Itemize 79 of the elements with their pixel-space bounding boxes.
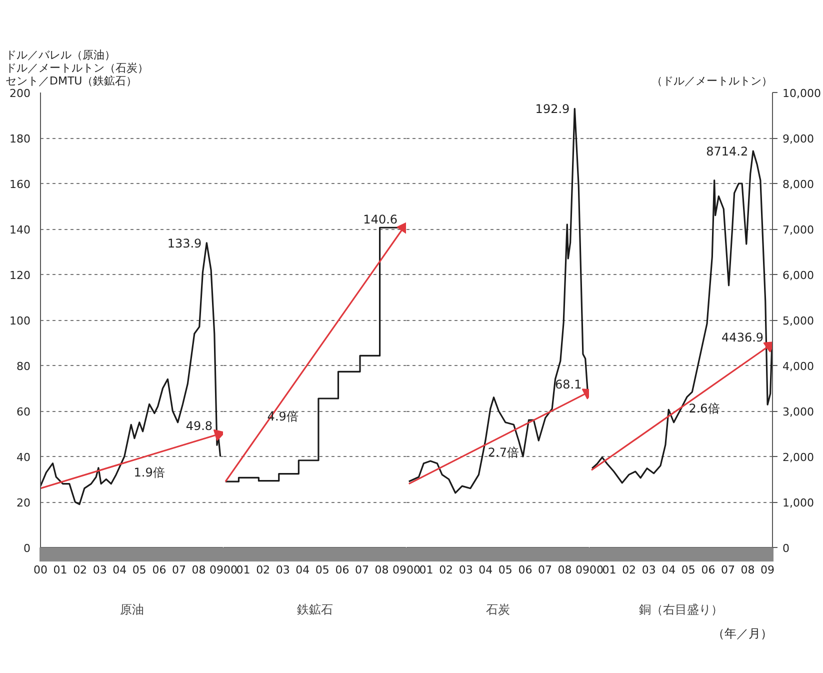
- x-tick-label: 08: [374, 564, 389, 576]
- x-tick-label: 03: [92, 564, 107, 576]
- x-tick-label: 03: [642, 564, 656, 576]
- x-tick-label: 02: [439, 564, 454, 576]
- x-tick-label: 04: [112, 564, 127, 576]
- x-tick-label: 01: [53, 564, 68, 576]
- x-tick-label: 09: [576, 564, 590, 576]
- annotation: 49.8: [186, 419, 213, 434]
- x-tick-label: 05: [315, 564, 330, 576]
- annotation: 68.1: [555, 378, 582, 392]
- x-tick-label: 09: [392, 564, 407, 576]
- x-axis-title: 鉄鉱石: [297, 602, 333, 616]
- y-tick-label: 3,000: [782, 406, 814, 418]
- x-tick-label: 02: [73, 564, 88, 576]
- x-tick-label: 00: [224, 564, 238, 576]
- x-tick-label: 00: [590, 564, 604, 576]
- x-tick-label: 02: [622, 564, 636, 576]
- annotation: 133.9: [167, 236, 202, 250]
- y-tick-label: 20: [16, 496, 31, 510]
- x-tick-label: 09: [210, 564, 224, 576]
- x-tick-label: 08: [192, 564, 206, 576]
- y-tick-label: 1,000: [782, 496, 814, 510]
- x-tick-label: 02: [256, 564, 270, 576]
- y-tick-label: 8,000: [782, 178, 814, 191]
- y-tick-label: 4,000: [782, 360, 814, 373]
- y-tick-label: 160: [10, 178, 31, 191]
- x-tick-label: 05: [681, 564, 696, 576]
- x-tick-label: 07: [172, 564, 186, 576]
- y-tick-label: 7,000: [782, 224, 814, 236]
- y-tick-label: 2,000: [782, 451, 814, 464]
- x-axis-title: 銅（右目盛り）: [639, 602, 723, 616]
- annotation: 2.7倍: [488, 446, 519, 460]
- x-tick-label: 09: [760, 564, 775, 576]
- x-tick-label: 01: [236, 564, 250, 576]
- x-tick-label: 05: [498, 564, 512, 576]
- x-tick-label: 01: [602, 564, 616, 576]
- y-tick-label: 40: [16, 451, 31, 464]
- annotation: 192.9: [535, 102, 570, 116]
- annotation: 140.6: [363, 212, 398, 227]
- x-axis-title: 石炭: [486, 602, 510, 616]
- y-tick-label: 200: [10, 87, 31, 100]
- y-tick-label: 0: [782, 542, 790, 555]
- x-tick-label: 06: [152, 564, 166, 576]
- y-axis-title: （ドル／メートルトン）: [652, 74, 772, 88]
- x-tick-label: 04: [662, 564, 676, 576]
- x-tick-label: 06: [518, 564, 532, 576]
- x-tick-label: 03: [458, 564, 473, 576]
- y-tick-label: 60: [16, 406, 31, 418]
- y-tick-label: 9,000: [782, 132, 814, 146]
- x-tick-label: 08: [558, 564, 572, 576]
- annotation: 4436.9: [722, 330, 764, 345]
- x-tick-label: 07: [720, 564, 735, 576]
- x-tick-label: 07: [538, 564, 552, 576]
- x-tick-label: 01: [419, 564, 434, 576]
- y-tick-label: 100: [10, 314, 31, 328]
- y-axis-title: ドル／バレル（原油）ドル／メートルトン（石炭）セント／DMTU（鉄鉱石）: [6, 48, 148, 88]
- x-tick-label: 03: [276, 564, 290, 576]
- annotation: 2.6倍: [688, 401, 720, 416]
- y-tick-label: 140: [10, 224, 31, 236]
- text: （年／月）: [712, 626, 772, 640]
- x-tick-label: 05: [132, 564, 146, 576]
- annotation: 8714.2: [706, 144, 748, 159]
- y-tick-label: 5,000: [782, 314, 814, 328]
- annotation: 1.9倍: [134, 465, 165, 480]
- x-tick-label: 08: [740, 564, 755, 576]
- y-tick-label: 6,000: [782, 269, 814, 282]
- y-tick-label: 180: [10, 132, 31, 146]
- x-tick-label: 06: [701, 564, 716, 576]
- y-tick-label: 120: [10, 269, 31, 282]
- x-tick-label: 07: [354, 564, 369, 576]
- y-tick-label: 80: [16, 360, 31, 373]
- y-tick-label: 0: [24, 542, 30, 555]
- x-tick-label: 06: [335, 564, 350, 576]
- x-tick-label: 00: [34, 564, 48, 576]
- x-tick-label: 04: [478, 564, 493, 576]
- y-tick-label: 10,000: [782, 87, 821, 100]
- x-tick-label: 04: [296, 564, 310, 576]
- x-axis-title: 原油: [120, 602, 144, 616]
- x-tick-label: 00: [406, 564, 420, 576]
